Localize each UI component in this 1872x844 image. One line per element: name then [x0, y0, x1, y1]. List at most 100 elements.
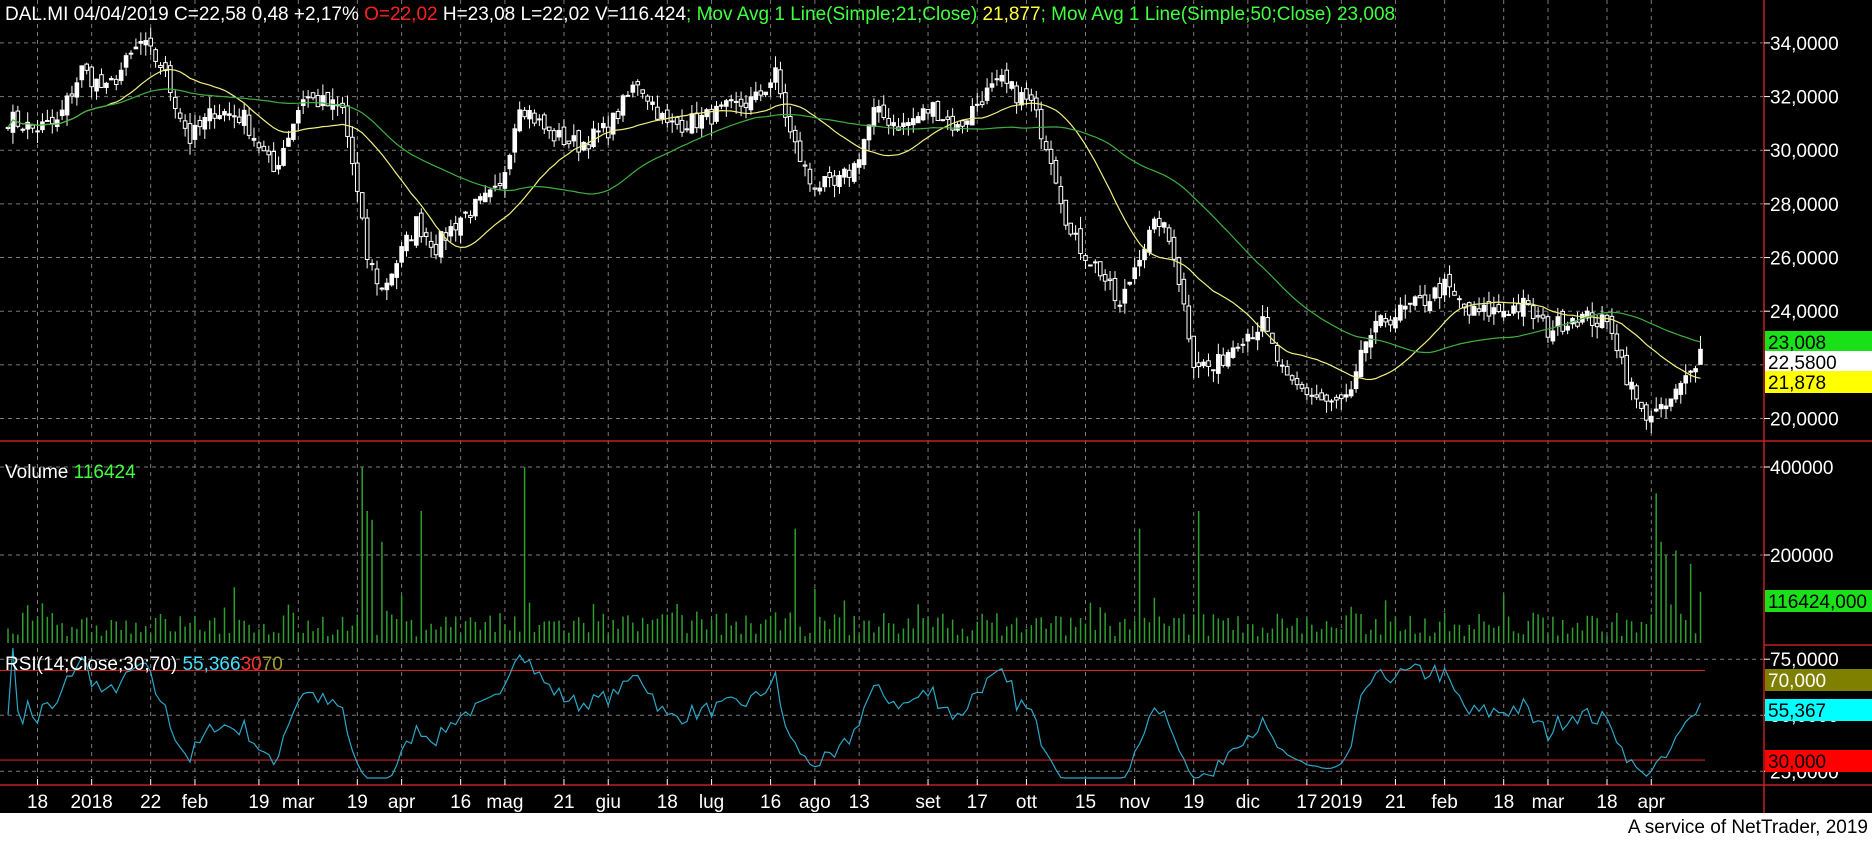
candle-body — [448, 226, 454, 237]
candle-body — [5, 126, 11, 129]
time-axis-label: 18 — [1493, 792, 1514, 813]
candle-body — [79, 65, 85, 81]
ma50-line — [7, 88, 1701, 354]
candle-body — [15, 110, 21, 127]
candle-body — [1245, 333, 1251, 342]
candle-body — [753, 91, 759, 100]
candle-body — [856, 159, 862, 168]
time-axis-label: 19 — [347, 792, 368, 813]
candle-body — [910, 118, 916, 126]
candle-body — [566, 140, 572, 145]
candle-body — [1353, 371, 1359, 389]
candle-body — [965, 120, 970, 125]
candle-body — [256, 142, 262, 149]
candle-body — [596, 130, 601, 133]
header-ma21-label: ; Mov Avg 1 Line(Simple;21;Close) — [686, 4, 978, 25]
candle-body — [1378, 315, 1383, 327]
candle-body — [901, 122, 906, 127]
candle-body — [143, 40, 149, 46]
candle-body — [1530, 305, 1536, 320]
candle-body — [778, 69, 783, 95]
candle-body — [620, 95, 626, 116]
candle-body — [1575, 321, 1580, 327]
time-axis-label: 19 — [1183, 792, 1204, 813]
rsi-axis-label: 75,0000 — [1770, 650, 1839, 671]
candle-body — [89, 66, 94, 88]
time-axis-label: 15 — [1075, 792, 1096, 813]
header-hlv: H=23,08 L=22,02 V=116.424 — [442, 4, 687, 25]
candle-body — [1688, 370, 1693, 373]
candle-body — [74, 82, 80, 98]
candle-body — [261, 145, 267, 152]
candle-body — [473, 198, 478, 217]
candle-body — [1624, 354, 1629, 386]
candle-body — [792, 129, 798, 143]
candle-body — [822, 176, 828, 188]
candle-body — [832, 175, 837, 186]
header-ma21-value: 21,877 — [982, 4, 1041, 25]
candle-body — [1388, 319, 1393, 326]
time-axis-label: 16 — [450, 792, 471, 813]
candle-body — [610, 112, 616, 135]
candle-body — [881, 104, 887, 118]
candle-body — [1339, 394, 1344, 400]
candle-body — [271, 150, 276, 172]
candle-body — [699, 114, 705, 129]
time-axis-label: 19 — [248, 792, 269, 813]
time-axis-label: mar — [1532, 792, 1565, 813]
candle-body — [709, 108, 714, 125]
candle-body — [123, 55, 129, 68]
candle-body — [1471, 305, 1477, 316]
candle-body — [532, 112, 537, 124]
candle-body — [1176, 257, 1182, 285]
candle-body — [1639, 401, 1644, 409]
candle-body — [1319, 392, 1324, 401]
candle-body — [1545, 316, 1551, 338]
candle-body — [1284, 366, 1290, 376]
candle-body — [694, 112, 700, 129]
candle-body — [1171, 236, 1177, 260]
footer-bar: A service of NetTrader, 2019 — [0, 813, 1872, 844]
candle-body — [522, 109, 527, 118]
candle-body — [1619, 349, 1625, 358]
price-candles — [5, 27, 1703, 434]
candle-body — [1235, 346, 1241, 349]
footer-credit: A service of NetTrader, 2019 — [1627, 817, 1868, 838]
candle-body — [1432, 287, 1438, 299]
candle-body — [1673, 388, 1679, 400]
candle-body — [1107, 278, 1113, 281]
candle-body — [1348, 389, 1354, 397]
price-axis-label: 30,0000 — [1770, 141, 1839, 162]
time-axis-label: mag — [486, 792, 523, 813]
candle-body — [541, 114, 547, 130]
time-axis-label: dic — [1236, 792, 1260, 813]
time-axis-label: 22 — [140, 792, 161, 813]
candle-body — [989, 83, 995, 88]
tag-ma21: 21,878 — [1768, 373, 1826, 394]
candle-body — [487, 189, 493, 198]
tag-rsi-low-bg — [1765, 750, 1872, 772]
price-axis-label: 26,0000 — [1770, 249, 1839, 270]
candle-body — [546, 126, 552, 132]
candle-body — [1122, 288, 1128, 304]
candle-body — [168, 65, 173, 94]
candle-body — [679, 119, 685, 133]
candle-body — [974, 103, 980, 106]
time-axis-label: apr — [388, 792, 416, 813]
candle-body — [355, 162, 360, 192]
candle-body — [1525, 300, 1531, 306]
price-axis-label: 34,0000 — [1770, 34, 1839, 55]
candle-body — [517, 109, 522, 132]
candle-body — [399, 246, 404, 263]
candle-body — [733, 100, 739, 103]
candle-body — [1166, 227, 1172, 242]
candle-body — [787, 115, 793, 133]
candle-body — [1240, 343, 1246, 346]
candle-body — [49, 116, 55, 125]
candle-body — [861, 139, 867, 166]
candle-body — [1648, 415, 1654, 423]
stock-chart: 20,0000 24,0000 26,0000 28,0000 30,0000 32,00… — [0, 0, 1872, 813]
candle-body — [1693, 368, 1698, 373]
candle-body — [1304, 387, 1310, 396]
volume-label-name: Volume — [5, 462, 69, 483]
